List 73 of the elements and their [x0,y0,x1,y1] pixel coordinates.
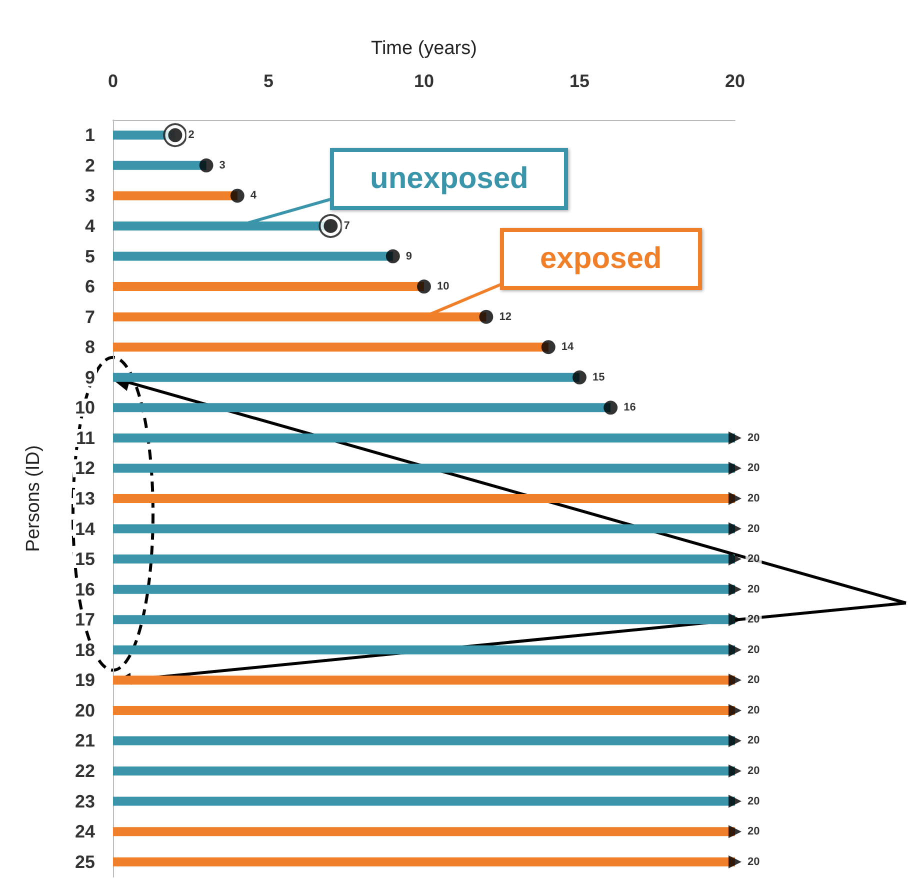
y-tick-label: 23 [74,791,95,812]
y-tick-label: 4 [84,216,95,236]
data-label: 20 [748,765,760,778]
annotation: exposed [500,228,702,290]
bar [113,433,735,442]
y-tick-label: 9 [84,367,95,388]
y-tick-label: 8 [84,337,95,358]
y-tick-label: 11 [76,428,95,448]
y-tick-label: 21 [74,730,95,751]
data-label: 20 [748,795,760,808]
y-tick-label: 25 [74,852,95,872]
y-tick-label: 18 [74,640,95,660]
data-label: 20 [748,492,760,504]
data-label: 20 [748,704,760,716]
x-axis-title: Time (years) [371,38,477,59]
x-tick-label: 0 [108,71,118,91]
bar [113,584,735,594]
data-label: 12 [499,310,512,323]
bar [113,736,735,746]
data-label: 15 [592,371,605,384]
bar [113,494,735,503]
y-tick-label: 14 [74,518,95,539]
data-label: 20 [748,856,760,868]
y-tick-label: 20 [74,700,95,720]
y-tick-label: 16 [74,579,95,600]
y-tick-label: 22 [74,761,95,782]
y-tick-label: 3 [84,186,95,206]
y-axis-title: Persons (ID) [23,445,44,552]
x-tick-label: 10 [414,71,434,91]
y-tick-label: 7 [84,306,95,327]
bar [113,464,735,473]
y-tick-label: 2 [84,155,95,176]
y-tick-label: 19 [74,670,95,690]
data-label: 20 [748,674,760,686]
x-tick-label: 5 [263,71,274,91]
data-label: 20 [748,614,760,626]
bar [113,524,735,534]
bar [113,706,735,715]
data-label: 20 [748,826,760,838]
bar [113,857,735,866]
y-tick-label: 24 [74,822,95,842]
data-label: 4 [250,190,258,202]
data-label: 20 [748,432,760,444]
y-tick-label: 15 [74,549,95,570]
y-tick-label: 6 [84,276,95,297]
y-tick-label: 10 [74,398,95,418]
data-label: 20 [748,522,760,535]
data-label: 7 [344,220,350,232]
bar [113,615,735,624]
bar [113,554,735,564]
data-label: 2 [188,129,194,142]
data-label: 20 [748,553,760,566]
bar [113,645,735,654]
data-label: 20 [748,644,760,656]
data-label: 20 [748,734,760,747]
data-label: 16 [624,402,636,414]
x-tick-label: 20 [724,71,746,91]
y-tick-label: 1 [84,125,95,146]
bar [113,766,735,776]
data-label: 3 [219,159,226,172]
bar [113,827,735,836]
data-label: 20 [748,462,760,474]
y-tick-label: 5 [84,246,95,266]
x-tick-label: 15 [569,71,590,91]
data-label: 9 [406,250,412,262]
y-tick-label: 13 [74,488,95,508]
data-label: 10 [437,280,450,293]
bar [113,796,735,806]
data-label: 20 [748,583,760,596]
data-label: 14 [561,341,575,354]
y-tick-label: 12 [74,458,95,478]
y-tick-label: 17 [74,610,95,630]
annotation: unexposed [330,148,568,210]
